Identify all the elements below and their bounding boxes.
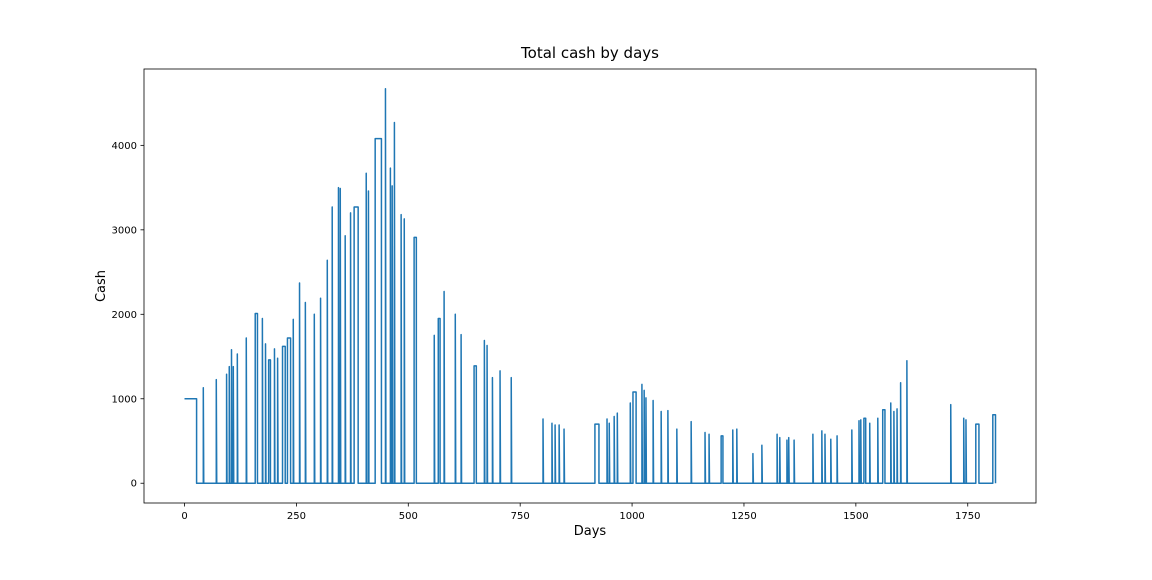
y-tick-label: 3000 [112, 225, 137, 236]
y-tick-label: 1000 [112, 394, 137, 405]
data-line [184, 88, 997, 484]
x-tick-label: 1500 [843, 511, 868, 522]
x-tick-label: 500 [399, 511, 418, 522]
x-tick-label: 0 [181, 511, 187, 522]
y-axis-label: Cash [94, 270, 109, 302]
y-tick-label: 0 [131, 479, 137, 490]
x-tick-label: 1250 [731, 511, 756, 522]
chart-title: Total cash by days [520, 44, 659, 62]
x-axis-label: Days [574, 524, 607, 539]
x-tick-label: 1000 [619, 511, 644, 522]
y-tick-label: 2000 [112, 310, 137, 321]
x-tick-label: 750 [511, 511, 530, 522]
x-tick-label: 1750 [955, 511, 980, 522]
x-tick-label: 250 [287, 511, 306, 522]
plot-frame [143, 68, 1037, 504]
y-tick-label: 4000 [112, 141, 137, 152]
